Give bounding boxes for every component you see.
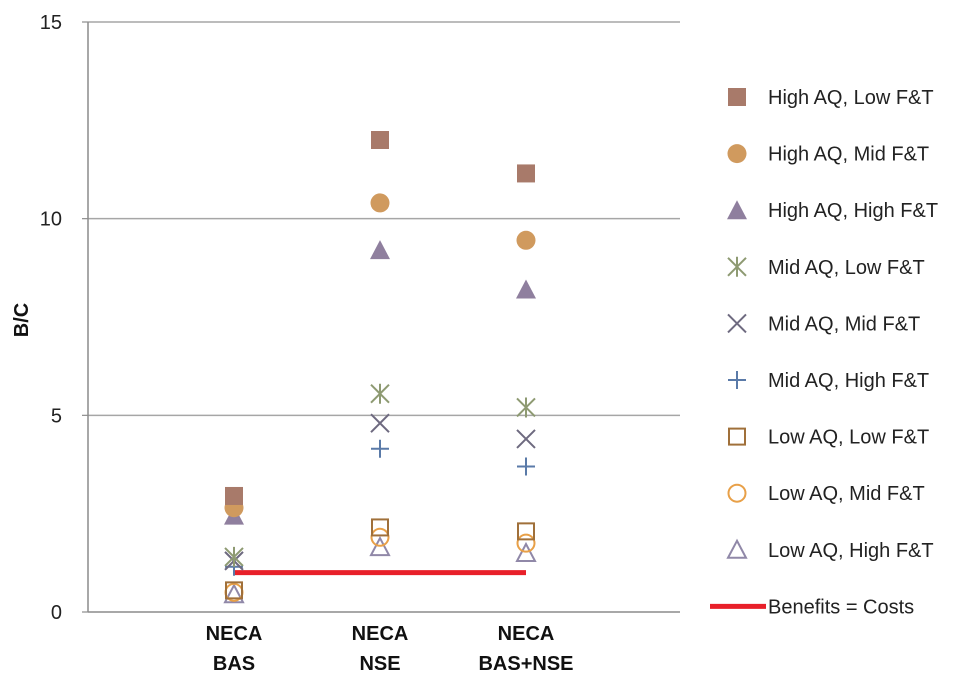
legend-label: High AQ, Mid F&T	[768, 144, 929, 166]
data-point	[225, 486, 243, 505]
x-category-label: BAS+NSE	[478, 653, 573, 675]
legend-label: Low AQ, Mid F&T	[768, 483, 925, 505]
data-point	[517, 164, 535, 183]
data-point	[370, 240, 390, 260]
data-point	[516, 397, 536, 418]
legend-label: High AQ, High F&T	[768, 200, 938, 222]
legend-label: Mid AQ, Low F&T	[768, 257, 925, 279]
data-point	[517, 522, 535, 541]
legend-marker	[727, 313, 747, 334]
data-point	[370, 193, 390, 213]
data-point	[371, 131, 389, 149]
data-point	[516, 533, 536, 553]
legend-label: Mid AQ, Mid F&T	[768, 313, 920, 335]
data-point	[370, 383, 390, 404]
data-point	[516, 279, 536, 299]
legend-marker	[728, 88, 746, 106]
data-point	[223, 583, 245, 604]
data-point	[517, 457, 535, 476]
legend-marker	[726, 538, 748, 559]
data-point	[369, 535, 391, 557]
legend-label: Low AQ, High F&T	[768, 540, 934, 562]
legend: High AQ, Low F&T High AQ, Mid F&T High AQ,…	[710, 87, 938, 618]
x-category-label: NECA	[498, 623, 555, 645]
x-category-label: NECA	[352, 623, 409, 645]
category-labels: NECA BAS NECA NSE NECA BAS+NSE	[206, 623, 574, 675]
legend-label: High AQ, Low F&T	[768, 87, 934, 109]
y-tick-label: 5	[51, 405, 62, 427]
data-point	[515, 541, 537, 562]
axes	[82, 21, 680, 613]
legend-marker	[727, 200, 747, 220]
legend-label: Low AQ, Low F&T	[768, 427, 929, 449]
legend-marker	[727, 256, 747, 277]
data-points	[223, 131, 537, 604]
data-point	[370, 413, 390, 433]
legend-marker	[727, 483, 747, 503]
data-point	[371, 518, 389, 537]
legend-label: Benefits = Costs	[768, 596, 914, 618]
legend-label: Mid AQ, High F&T	[768, 370, 929, 392]
y-axis-label: B/C	[11, 303, 33, 337]
x-category-label: NECA	[206, 623, 263, 645]
y-tick-label: 0	[51, 602, 62, 624]
data-point	[224, 546, 244, 567]
y-tick-label: 10	[40, 209, 62, 231]
x-category-label: BAS	[213, 653, 255, 675]
legend-marker	[728, 427, 746, 446]
y-tick-labels: 0 5 10 15	[40, 12, 62, 624]
gridlines	[88, 21, 680, 417]
legend-marker	[728, 371, 746, 389]
data-point	[225, 581, 243, 600]
legend-marker	[727, 144, 747, 164]
y-tick-label: 15	[40, 12, 62, 34]
data-point	[370, 527, 390, 547]
data-point	[516, 230, 536, 250]
data-point	[371, 439, 389, 458]
x-category-label: NSE	[359, 653, 400, 675]
data-point	[516, 429, 536, 449]
